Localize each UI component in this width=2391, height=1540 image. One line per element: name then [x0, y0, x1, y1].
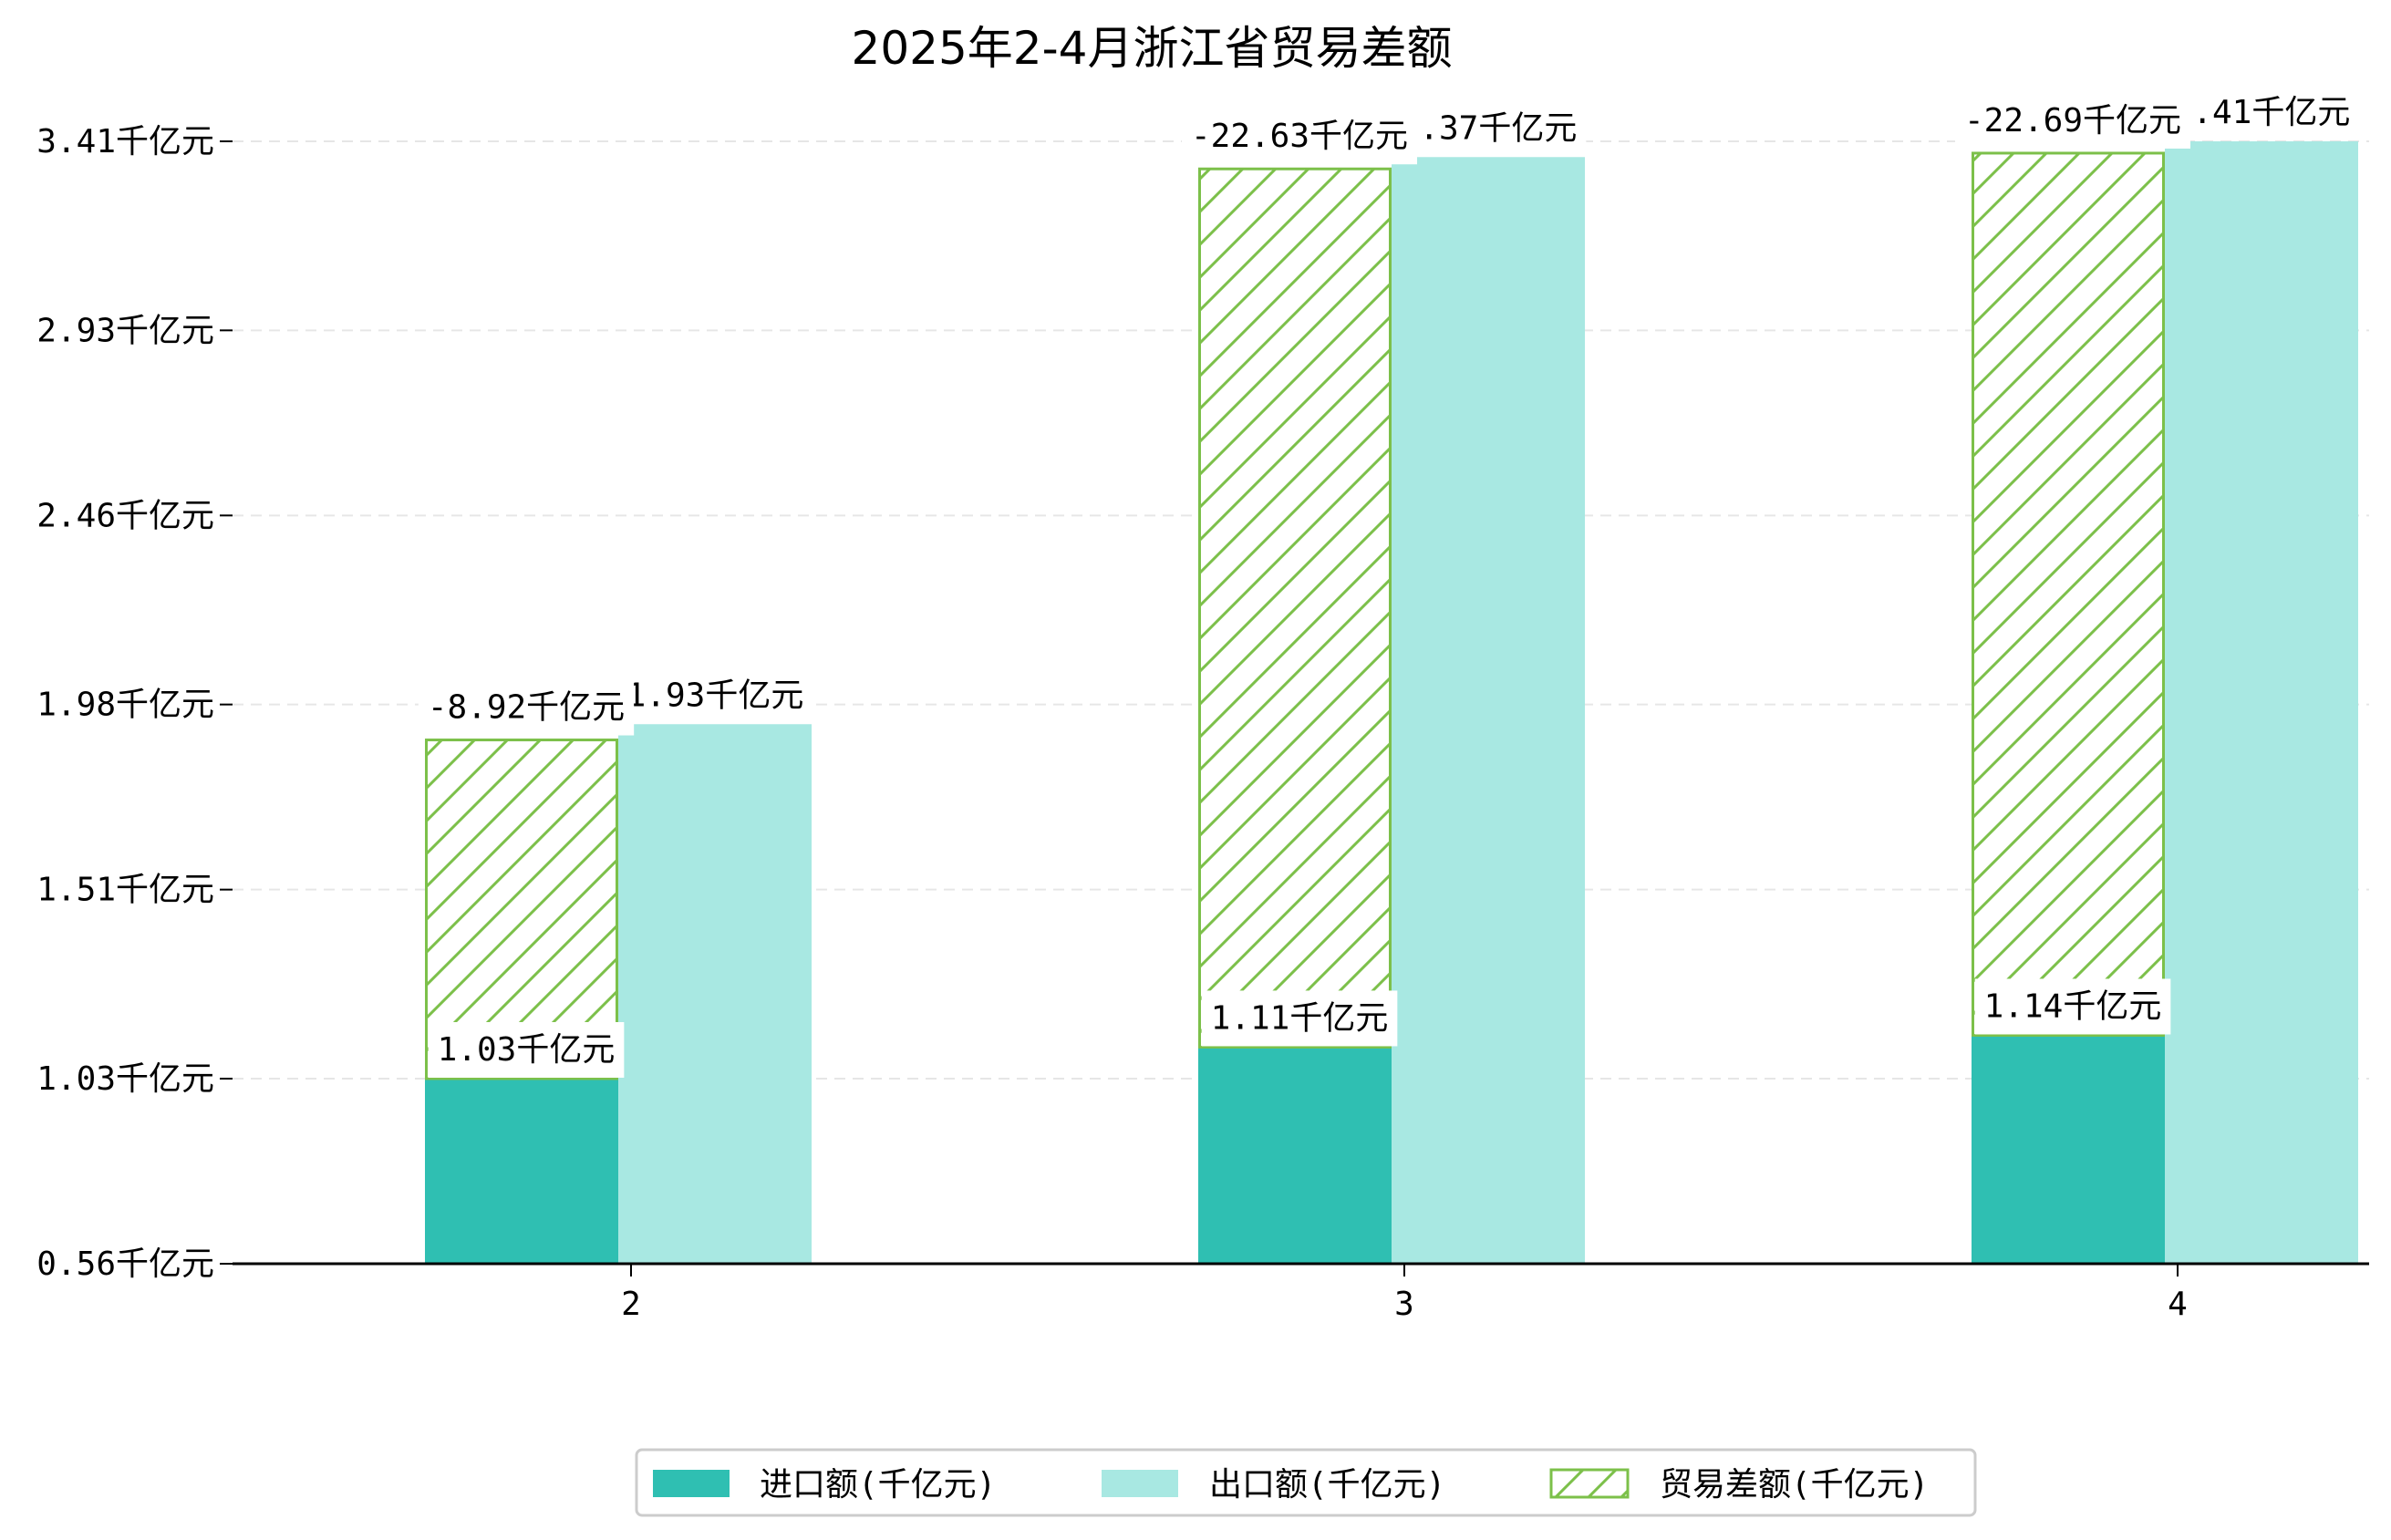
legend-swatch: [1549, 1468, 1630, 1499]
legend: 进口额(千亿元) 出口额(千亿元) 贸易差额(千亿元): [635, 1448, 1977, 1517]
import-bar: [425, 1078, 618, 1264]
export-bar: [618, 724, 812, 1264]
export-value-label-box: [1390, 100, 1587, 157]
y-tick-label: 2.93千亿元: [36, 312, 214, 349]
import-value-label-group: 1.03千亿元: [428, 1021, 625, 1078]
data-labels: 1.93千亿元 1.03千亿元 -8.92千亿元 3.37千亿元 1.11千亿元 -22.…: [418, 85, 2360, 1078]
x-tick-label: 3: [1394, 1286, 1414, 1323]
balance-value-label: -22.69千亿元: [1964, 102, 2181, 140]
x-tick-label: 4: [2168, 1286, 2188, 1323]
bars: [425, 141, 2358, 1264]
balance-value-label-box: [1181, 109, 1418, 165]
balance-value-label: -22.63千亿元: [1191, 118, 1408, 155]
export-value-label: 1.93千亿元: [626, 677, 804, 714]
import-value-label-group: 1.14千亿元: [1974, 978, 2171, 1035]
import-bar: [1972, 1035, 2165, 1264]
y-tick-label: 1.51千亿元: [36, 872, 214, 909]
balance-value-label: -8.92千亿元: [428, 689, 625, 727]
export-value-label-box: [616, 667, 813, 724]
balance-value-label-group: -22.69千亿元: [1954, 92, 2191, 149]
balance-value-label-box: [418, 679, 635, 736]
chart-title: 2025年2-4月浙江省贸易差额: [852, 22, 1453, 75]
import-value-label-box: [428, 1021, 625, 1078]
export-bar: [1392, 157, 1585, 1264]
legend-label: 贸易差额(千亿元): [1660, 1466, 1929, 1504]
balance-bar: [1198, 167, 1392, 1049]
y-tick-label: 1.98千亿元: [36, 687, 214, 724]
import-value-label-box: [1974, 978, 2171, 1035]
export-value-label: 3.37千亿元: [1400, 109, 1578, 147]
export-value-label-group: 1.93千亿元: [616, 667, 813, 724]
legend-frame: [635, 1448, 1977, 1517]
y-tick-label: 1.03千亿元: [36, 1060, 214, 1098]
balance-value-label-box: [1954, 92, 2191, 149]
import-value-label: 1.03千亿元: [438, 1031, 616, 1069]
balance-value-label-group: -22.63千亿元: [1181, 109, 1418, 165]
y-tick-label: 0.56千亿元: [36, 1245, 214, 1283]
import-value-label: 1.11千亿元: [1211, 999, 1389, 1037]
export-value-label-group: 3.41千亿元: [2163, 85, 2360, 140]
import-value-label-group: 1.11千亿元: [1201, 990, 1398, 1047]
legend-label: 出口额(千亿元): [1209, 1466, 1445, 1504]
export-value-label: 3.41千亿元: [2173, 94, 2351, 131]
import-value-label-box: [1201, 990, 1398, 1047]
legend-swatch: [653, 1470, 730, 1497]
export-value-label-group: 3.37千亿元: [1390, 100, 1587, 157]
balance-bar: [1972, 151, 2165, 1037]
axes: 0.56千亿元 1.03千亿元 1.51千亿元 1.98千亿元 2.46千亿元 2.93千…: [36, 123, 2369, 1323]
balance-value-label-group: -8.92千亿元: [418, 679, 635, 736]
export-bar: [2165, 141, 2358, 1264]
legend-swatch: [1102, 1470, 1178, 1497]
export-value-label-box: [2163, 85, 2360, 140]
y-tick-label: 2.46千亿元: [36, 497, 214, 534]
import-bar: [1198, 1047, 1392, 1264]
import-value-label: 1.14千亿元: [1984, 987, 2162, 1025]
legend-label: 进口额(千亿元): [760, 1466, 996, 1504]
y-tick-label: 3.41千亿元: [36, 123, 214, 160]
x-tick-label: 2: [621, 1286, 641, 1323]
